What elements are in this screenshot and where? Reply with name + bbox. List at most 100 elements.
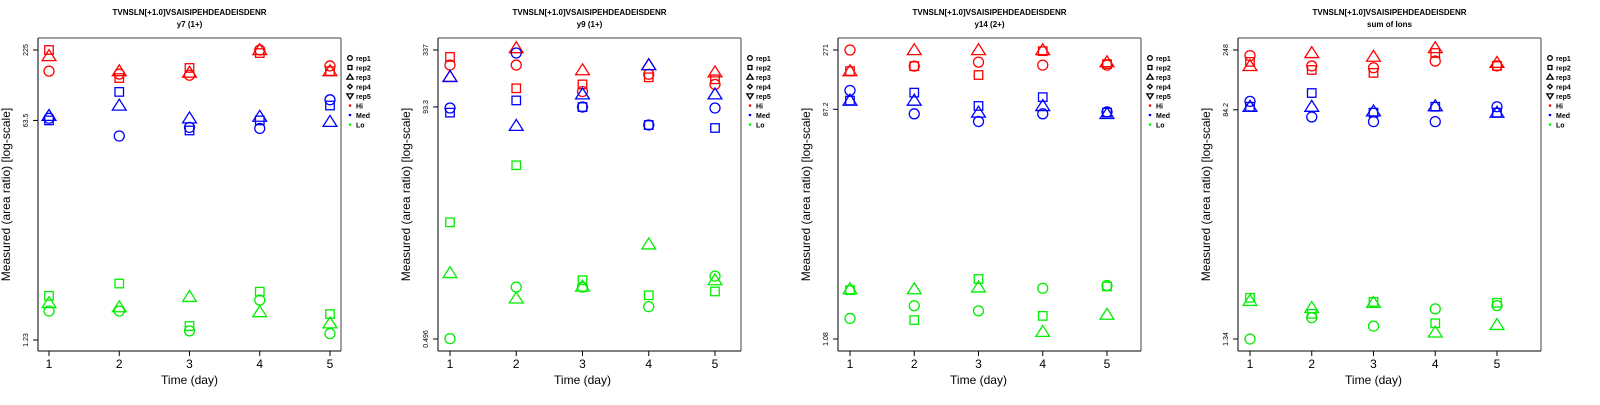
data-point-med-rep1-day4 <box>1037 108 1049 120</box>
data-point-hi-rep2-day2 <box>1306 65 1317 75</box>
data-point-hi-rep3-day2 <box>1303 45 1320 59</box>
data-point-hi-rep3-day4 <box>1427 40 1444 54</box>
data-point-hi-rep1-day3 <box>576 85 589 98</box>
data-point-hi-rep3-day5 <box>1098 54 1116 68</box>
data-point-med-rep2-day3 <box>577 102 588 112</box>
x-axis-label: Time (day) <box>950 373 1007 387</box>
data-point-lo-rep2-day3 <box>184 321 195 331</box>
legend-label-hi: Hi <box>1556 104 1563 111</box>
data-point-lo-rep2-day2 <box>114 278 125 289</box>
legend-label-med: Med <box>1156 113 1170 120</box>
legend-label-rep5: rep5 <box>356 94 371 101</box>
data-point-hi-rep3-day5 <box>1488 55 1506 68</box>
data-point-hi-rep3-day4 <box>640 57 657 71</box>
data-point-med-rep2-day1 <box>445 107 455 118</box>
data-point-hi-rep2-day5 <box>1102 59 1112 69</box>
data-point-lo-rep3-day1 <box>441 265 459 279</box>
data-point-med-rep3-day3 <box>970 104 987 118</box>
legend-symbol-rep1-icon <box>347 55 353 61</box>
x-tick-label: 5 <box>1494 357 1501 371</box>
data-point-med-rep2-day2 <box>511 95 522 106</box>
data-point-lo-rep2-day4 <box>254 286 265 297</box>
legend-symbol-rep4-icon <box>746 83 754 90</box>
data-point-lo-rep2-day5 <box>1492 297 1502 308</box>
data-point-med-rep1-day1 <box>444 102 456 114</box>
data-point-lo-rep1-day2 <box>908 300 920 312</box>
legend-symbol-rep3-icon <box>1145 72 1155 80</box>
data-point-med-rep1-day2 <box>908 108 920 120</box>
legend-label-rep2: rep2 <box>756 66 771 73</box>
y-axis-label: Measured (area ratio) [log-scale] <box>399 108 413 281</box>
legend-dot-lo-icon <box>748 123 752 126</box>
data-point-med-rep1-day1 <box>1244 95 1256 108</box>
chart-subtitle: y14 (2+) <box>974 20 1004 29</box>
x-tick-label: 1 <box>46 357 53 371</box>
data-point-med-rep1-day5 <box>709 102 721 114</box>
x-tick-label: 3 <box>1370 357 1377 371</box>
chart-subtitle: sum of Ions <box>1367 20 1412 29</box>
x-axis-label: Time (day) <box>554 373 611 387</box>
data-point-med-rep3-day3 <box>181 110 198 124</box>
data-point-med-rep3-day1 <box>1241 99 1259 112</box>
data-point-med-rep1-day3 <box>972 115 985 128</box>
data-point-lo-rep1-day1 <box>444 332 456 345</box>
x-tick-label: 3 <box>975 357 982 371</box>
data-point-med-rep1-day3 <box>576 101 589 113</box>
data-point-hi-rep3-day3 <box>181 65 198 78</box>
data-point-med-rep2-day3 <box>184 125 195 136</box>
chart-panel-1: TVNSLN[+1.0]VSAISIPEHDEADEISDENR y7 (1+) 1… <box>0 8 371 387</box>
legend-dot-hi-icon <box>748 104 752 107</box>
data-points <box>441 40 724 345</box>
data-point-hi-rep2-day1 <box>845 66 855 77</box>
legend-symbol-rep1-icon <box>1547 55 1553 61</box>
chart-title: TVNSLN[+1.0]VSAISIPEHDEADEISDENR <box>112 8 266 17</box>
legend-label-med: Med <box>1556 113 1570 120</box>
data-point-lo-rep3-day1 <box>40 295 58 309</box>
data-point-lo-rep2-day2 <box>1306 308 1317 319</box>
legend-symbol-rep4-icon <box>346 83 354 90</box>
data-point-med-rep2-day5 <box>325 100 335 111</box>
data-point-med-rep3-day5 <box>321 114 339 128</box>
data-point-hi-rep1-day1 <box>844 44 856 56</box>
data-point-med-rep2-day4 <box>1037 92 1048 103</box>
chart-subtitle: y9 (1+) <box>577 20 603 29</box>
data-point-med-rep1-day4 <box>1429 115 1441 128</box>
data-point-med-rep3-day1 <box>40 108 58 122</box>
data-point-hi-rep2-day4 <box>254 48 265 58</box>
data-point-lo-rep1-day2 <box>113 305 125 317</box>
data-point-lo-rep2-day3 <box>973 274 984 284</box>
legend-label-rep4: rep4 <box>1156 85 1171 92</box>
legend-label-rep1: rep1 <box>756 56 771 63</box>
legend-symbol-rep2-icon <box>347 64 353 71</box>
data-point-hi-rep1-day5 <box>1491 60 1503 72</box>
data-point-lo-rep3-day5 <box>321 315 339 329</box>
y-axis-label: Measured (area ratio) [log-scale] <box>0 108 13 281</box>
legend-symbol-rep1-icon <box>747 55 753 61</box>
legend-symbol-rep5-icon <box>1145 93 1155 101</box>
legend-label-rep1: rep1 <box>1156 56 1171 63</box>
legend-label-med: Med <box>356 113 370 120</box>
legend: rep1 rep2 rep3 rep4 rep5 Hi Med Lo <box>1145 55 1171 130</box>
x-tick-label: 5 <box>1104 357 1111 371</box>
data-point-hi-rep1-day1 <box>43 65 55 77</box>
y-tick-label: 1.23 <box>23 333 30 347</box>
data-point-lo-rep2-day5 <box>710 286 720 297</box>
legend-dot-med-icon <box>348 113 352 117</box>
data-point-med-rep2-day4 <box>254 115 265 126</box>
x-tick-label: 4 <box>645 357 652 371</box>
data-point-hi-rep2-day2 <box>909 61 920 72</box>
legend-symbol-rep2-icon <box>747 64 753 71</box>
data-point-lo-rep2-day1 <box>44 290 54 301</box>
data-point-med-rep2-day2 <box>1306 88 1317 98</box>
x-tick-label: 2 <box>513 357 520 371</box>
legend-label-hi: Hi <box>1156 104 1163 111</box>
data-point-med-rep1-day3 <box>1367 115 1380 128</box>
legend-label-rep5: rep5 <box>756 94 771 101</box>
data-point-hi-rep1-day4 <box>643 68 655 80</box>
legend-label-lo: Lo <box>756 123 765 130</box>
data-point-lo-rep3-day2 <box>1303 300 1320 314</box>
data-point-hi-rep2-day2 <box>511 83 522 94</box>
data-point-lo-rep3-day4 <box>251 304 268 318</box>
data-point-lo-rep1-day4 <box>1037 282 1049 294</box>
legend-label-rep3: rep3 <box>1556 75 1571 82</box>
